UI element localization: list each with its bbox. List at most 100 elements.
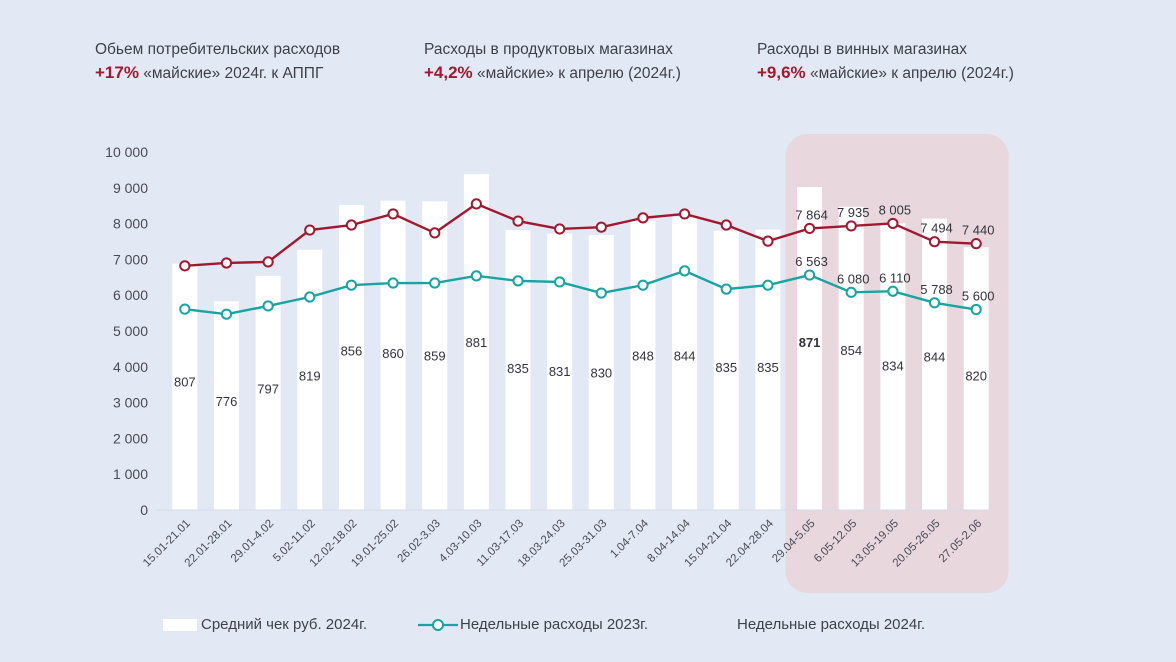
series-2024-point	[554, 223, 566, 235]
bar-value-label: 848	[632, 349, 654, 364]
series-2024-point	[887, 217, 899, 230]
series-2023-point	[720, 283, 732, 295]
series-2024-point	[429, 227, 441, 239]
series-2024-point	[928, 236, 941, 248]
series-2023-point	[179, 303, 191, 315]
bar-value-label: 797	[257, 381, 279, 396]
series-2024-point	[345, 219, 358, 231]
x-tick-label: 26.02-3.03	[395, 518, 442, 565]
series-2024-point	[304, 224, 316, 236]
bar-value-label: 860	[382, 346, 404, 361]
kpi-consumer-spending: Обьем потребительских расходов +17% «май…	[95, 38, 340, 85]
bar	[713, 230, 739, 510]
series-2023-point	[762, 279, 774, 291]
bar-value-label: 871	[799, 335, 821, 350]
bar-value-label: 820	[965, 368, 987, 383]
bar-value-label: 859	[424, 348, 446, 363]
series-2023-point-label: 5 600	[962, 289, 995, 304]
y-tick-label: 7 000	[113, 251, 148, 267]
y-tick-label: 10 000	[105, 144, 148, 160]
bar-value-label: 830	[590, 366, 612, 381]
series-2023-point	[470, 270, 482, 282]
bar	[380, 200, 406, 511]
series-2023-point	[429, 277, 441, 289]
kpi-wine-spending: Расходы в винных магазинах +9,6% «майски…	[757, 38, 1014, 85]
bar	[463, 174, 489, 511]
kpi-description: «майские» к апрелю (2024г.)	[477, 65, 681, 82]
bar	[255, 275, 281, 510]
legend-item-weekly-2023: Недельные расходы 2023г.	[418, 616, 648, 633]
series-2024-point	[512, 215, 524, 227]
series-2023-point	[595, 287, 607, 299]
series-2023-point	[512, 275, 524, 287]
kpi-grocery-spending: Расходы в продуктовых магазинах +4,2% «м…	[424, 38, 681, 85]
series-2023-point	[928, 297, 941, 309]
series-2024-point-label: 7 864	[795, 207, 828, 222]
bar	[213, 301, 239, 510]
y-tick-label: 1 000	[113, 466, 148, 482]
bar-value-label: 835	[715, 360, 737, 375]
legend-item-weekly-2024: Недельные расходы 2024г.	[737, 616, 925, 633]
bar	[755, 229, 781, 510]
series-2024-point-label: 8 005	[879, 202, 912, 217]
bar	[797, 187, 823, 511]
series-2024-point	[387, 208, 399, 220]
series-2024-point	[470, 198, 482, 210]
y-tick-label: 5 000	[113, 323, 148, 339]
series-2023-line	[184, 269, 977, 316]
series-2023-point	[387, 277, 399, 289]
series-2023-point-label: 6 080	[837, 271, 870, 286]
bar	[838, 206, 864, 511]
series-2023-point	[803, 269, 816, 281]
y-tick-label: 8 000	[113, 216, 148, 232]
bar	[963, 247, 989, 510]
legend-item-avg-check: Средний чек руб. 2024г.	[163, 616, 367, 633]
x-tick-label: 1.04-7.04	[608, 517, 651, 560]
bar	[880, 223, 906, 510]
bar-value-label: 856	[341, 343, 363, 358]
bar-value-label: 844	[674, 348, 696, 363]
bar	[338, 204, 364, 510]
y-tick-label: 9 000	[113, 180, 148, 196]
bar-value-label: 807	[174, 374, 196, 389]
legend-line-circle-icon	[418, 618, 458, 631]
bar-value-label: 835	[757, 360, 779, 375]
series-2023-point	[220, 308, 233, 320]
kpi-percent: +17%	[95, 63, 139, 82]
series-2024-point	[637, 212, 649, 224]
series-2023-point	[970, 303, 982, 316]
series-2023-point	[262, 300, 274, 312]
x-tick-label: 29.01-4.02	[229, 518, 276, 565]
series-2023-point	[345, 279, 358, 291]
series-2024-point	[179, 260, 191, 272]
bar-value-label: 835	[507, 361, 529, 376]
bar-value-label: 854	[840, 343, 862, 358]
legend-label: Недельные расходы 2023г.	[460, 616, 648, 633]
y-tick-label: 4 000	[113, 359, 148, 375]
bar-value-label: 844	[924, 349, 946, 364]
series-2023-point	[304, 291, 316, 303]
kpi-description: «майские» к апрелю (2024г.)	[810, 65, 1014, 82]
series-2024-line	[184, 202, 977, 268]
series-2024-point	[845, 220, 857, 232]
kpi-title: Обьем потребительских расходов	[95, 41, 341, 58]
series-2023-point	[637, 279, 649, 291]
bar	[630, 220, 656, 510]
series-2024-point	[262, 256, 274, 268]
bar-value-label: 834	[882, 358, 904, 373]
series-2024-point-label: 7 494	[920, 221, 953, 236]
bar-value-label: 819	[299, 368, 321, 383]
legend-label: Недельные расходы 2024г.	[737, 616, 925, 633]
series-2024-point	[720, 219, 732, 231]
kpi-percent: +4,2%	[424, 63, 473, 82]
series-2024-point	[762, 235, 774, 247]
series-2023-point	[845, 286, 857, 298]
legend-bar-swatch	[163, 618, 197, 631]
kpi-title: Расходы в продуктовых магазинах	[424, 41, 673, 58]
series-2024-point	[595, 221, 607, 233]
series-2024-point-label: 7 440	[962, 223, 995, 238]
series-2023-point	[554, 276, 566, 288]
series-2023-point-label: 6 563	[795, 254, 828, 269]
bar	[922, 218, 948, 510]
